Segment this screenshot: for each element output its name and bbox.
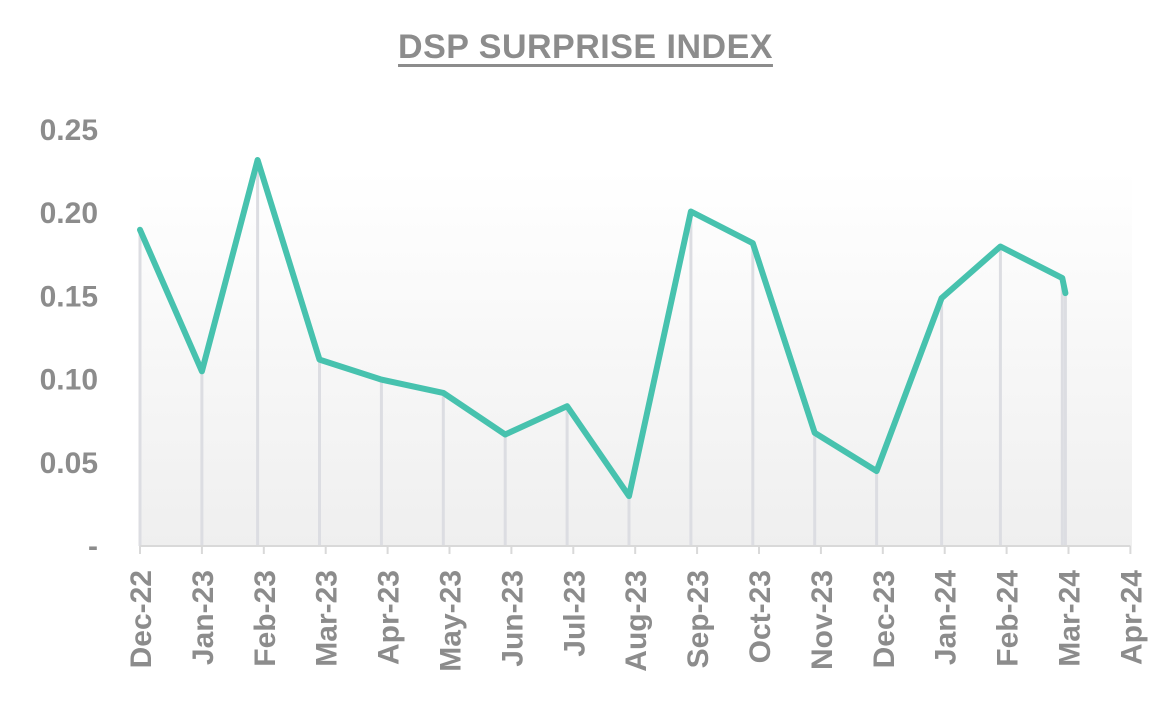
x-tick-label: Nov-23	[806, 570, 839, 670]
y-tick-label: 0.05	[40, 447, 98, 480]
x-tick-label: Feb-23	[249, 570, 282, 667]
x-tick-label: May-23	[435, 570, 468, 672]
series	[137, 157, 1069, 500]
x-tick-label: Sep-23	[682, 570, 715, 668]
y-tick-label: 0.15	[40, 280, 98, 313]
x-tick-label: Mar-23	[311, 570, 344, 667]
x-tick-label: Aug-23	[620, 570, 653, 672]
y-tick-label: 0.10	[40, 364, 98, 397]
x-tick-label: Apr-23	[373, 570, 406, 665]
x-tick-label: Dec-22	[125, 570, 158, 668]
x-tick-label: Jan-23	[187, 570, 220, 665]
y-tick-label: 0.20	[40, 197, 98, 230]
plot-area	[140, 170, 1132, 546]
x-tick-label: Mar-24	[1054, 570, 1087, 667]
y-axis: - 0.05 0.10 0.15 0.20 0.25	[40, 114, 98, 563]
drop-lines	[138, 159, 1067, 546]
x-tick-label: Jun-23	[496, 570, 529, 667]
x-axis-ticks: Dec-22 Jan-23 Feb-23 Mar-23 Apr-23 May-23 Jun-…	[125, 546, 1148, 672]
x-tick-label: Dec-23	[868, 570, 901, 668]
x-tick-label: Oct-23	[744, 570, 777, 663]
y-tick-label: -	[88, 530, 98, 563]
series-line	[137, 157, 1069, 500]
x-tick-label: Jan-24	[930, 570, 963, 665]
chart-title: DSP SURPRISE INDEX	[398, 28, 773, 66]
x-tick-label: Apr-24	[1115, 570, 1148, 665]
x-tick-label: Jul-23	[558, 570, 591, 657]
x-tick-label: Feb-24	[992, 570, 1025, 667]
y-tick-label: 0.25	[40, 114, 98, 147]
